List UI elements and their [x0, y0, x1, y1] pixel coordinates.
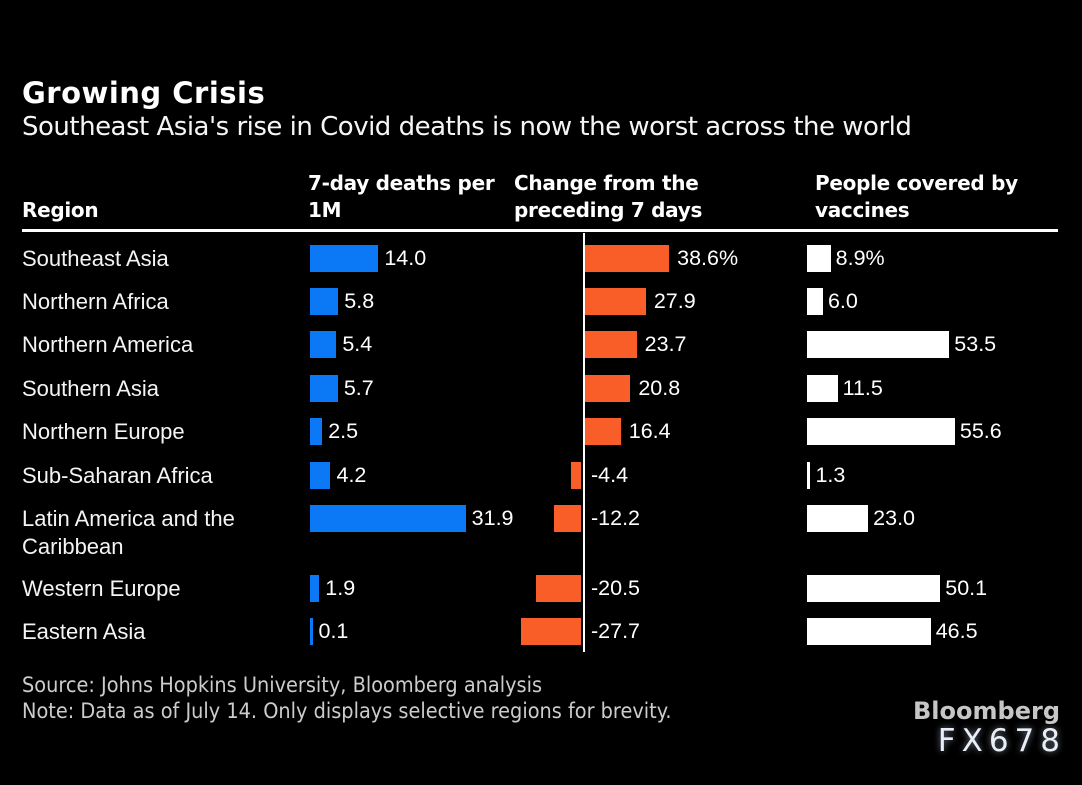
vaccines-bar	[807, 505, 869, 532]
region-label: Northern America	[22, 332, 194, 357]
vaccines-value: 53.5	[954, 332, 997, 356]
change-bar	[571, 462, 581, 489]
vaccines-value: 6.0	[827, 289, 858, 313]
column-header-change-line2: preceding 7 days	[514, 198, 703, 222]
change-bar	[585, 331, 637, 358]
deaths-bar	[310, 505, 466, 532]
header-rule	[22, 229, 1058, 232]
vaccines-value: 55.6	[959, 419, 1002, 443]
change-value: 20.8	[638, 376, 681, 400]
region-label: Latin America and the Caribbean	[22, 506, 235, 559]
change-value: -12.2	[591, 506, 641, 530]
vaccines-value: 46.5	[935, 619, 978, 643]
deaths-bar	[310, 288, 339, 315]
vaccines-bar	[807, 375, 838, 402]
deaths-value: 5.7	[343, 376, 374, 400]
column-header-change: Change from the preceding 7 days	[514, 170, 702, 224]
region-label: Southern Asia	[22, 376, 159, 401]
deaths-value: 4.2	[336, 463, 367, 487]
change-bar	[585, 375, 631, 402]
vaccines-value: 11.5	[842, 376, 883, 400]
change-value: 27.9	[653, 289, 696, 313]
column-header-region-label: Region	[22, 198, 99, 222]
chart-subtitle: Southeast Asia's rise in Covid deaths is…	[22, 112, 912, 142]
change-value: 16.4	[628, 419, 671, 443]
vaccines-bar	[807, 331, 950, 358]
deaths-bar	[310, 331, 337, 358]
change-value: 23.7	[644, 332, 687, 356]
deaths-value: 0.1	[318, 619, 349, 643]
vaccines-value: 50.1	[945, 576, 988, 600]
column-header-deaths-line2: 1M	[308, 198, 342, 222]
source-text: Source: Johns Hopkins University, Bloomb…	[22, 673, 543, 697]
vaccines-value: 1.3	[815, 463, 846, 487]
vaccines-value: 8.9%	[835, 246, 885, 270]
change-axis-line	[583, 233, 585, 652]
deaths-bar	[310, 375, 338, 402]
deaths-value: 31.9	[471, 506, 514, 530]
region-label: Western Europe	[22, 576, 181, 601]
column-header-vaccines-line1: People covered by	[815, 171, 1018, 195]
vaccines-bar	[807, 618, 931, 645]
vaccines-value: 23.0	[873, 506, 916, 530]
vaccines-bar	[807, 462, 811, 489]
change-value: 38.6%	[677, 246, 739, 270]
region-label: Northern Europe	[22, 419, 185, 444]
vaccines-bar	[807, 245, 831, 272]
region-label: Southeast Asia	[22, 246, 169, 271]
deaths-value: 14.0	[384, 246, 427, 270]
deaths-value: 5.8	[344, 289, 375, 313]
deaths-value: 1.9	[325, 576, 356, 600]
deaths-bar	[310, 575, 320, 602]
change-bar	[585, 288, 646, 315]
bloomberg-logo: Bloomberg	[913, 697, 1060, 725]
change-bar	[585, 245, 670, 272]
change-value: -4.4	[591, 463, 629, 487]
region-label: Northern Africa	[22, 289, 169, 314]
change-value: -27.7	[591, 619, 641, 643]
change-bar	[536, 575, 581, 602]
change-value: -20.5	[591, 576, 641, 600]
change-bar	[520, 618, 581, 645]
deaths-bar	[310, 245, 379, 272]
vaccines-bar	[807, 288, 823, 315]
column-header-change-line1: Change from the	[514, 171, 699, 195]
column-header-vaccines-line2: vaccines	[815, 198, 910, 222]
chart-title: Growing Crisis	[22, 76, 266, 110]
deaths-bar	[310, 462, 331, 489]
region-label: Eastern Asia	[22, 619, 146, 644]
vaccines-bar	[807, 418, 955, 445]
vaccines-bar	[807, 575, 941, 602]
deaths-bar	[310, 418, 323, 445]
change-bar	[585, 418, 621, 445]
column-header-region: Region	[22, 197, 99, 224]
deaths-value: 2.5	[328, 419, 359, 443]
deaths-bar	[310, 618, 313, 645]
region-label: Sub-Saharan Africa	[22, 463, 213, 488]
column-header-deaths-line1: 7-day deaths per	[308, 171, 495, 195]
deaths-value: 5.4	[342, 332, 373, 356]
column-header-vaccines: People covered by vaccines	[815, 170, 1018, 224]
column-header-deaths: 7-day deaths per 1M	[308, 170, 495, 224]
note-text: Note: Data as of July 14. Only displays …	[22, 699, 672, 723]
change-bar	[554, 505, 581, 532]
fx678-watermark: FX678	[937, 723, 1066, 759]
